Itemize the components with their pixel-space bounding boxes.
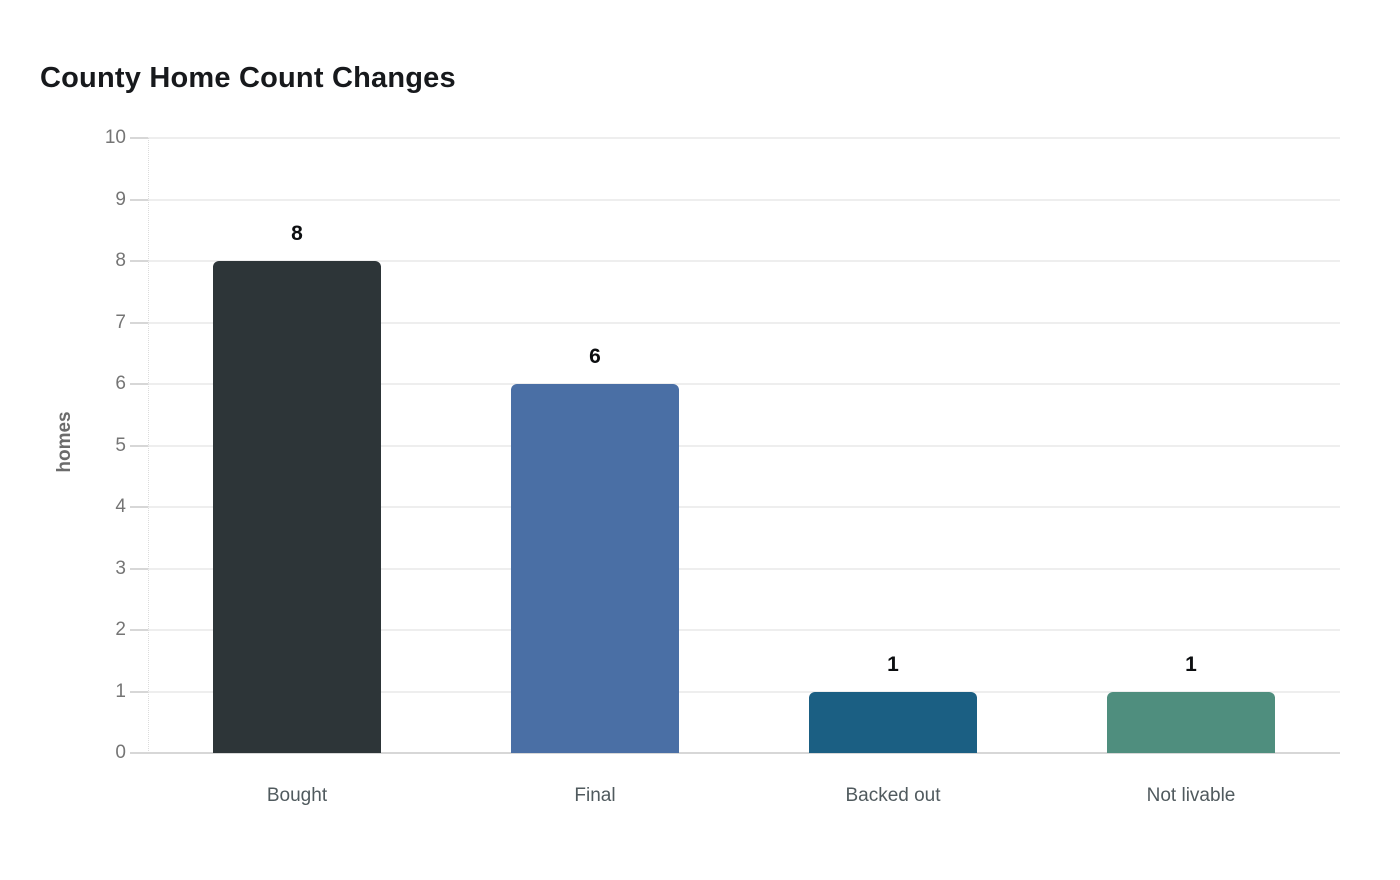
y-tick-1	[130, 690, 148, 693]
x-category-label-not-livable: Not livable	[1146, 785, 1236, 806]
y-tick-label-6: 6	[115, 373, 126, 394]
y-tick-label-1: 1	[115, 680, 126, 702]
gridline-y-6	[148, 383, 1340, 385]
y-tick-0	[130, 752, 148, 754]
bar-backed-out	[809, 691, 977, 753]
x-category-label-bought: Bought	[266, 785, 328, 806]
y-tick-5	[130, 444, 148, 447]
y-tick-label-2: 2	[115, 619, 126, 640]
y-tick-label-0: 0	[115, 742, 126, 763]
value-label-backed-out: 1	[887, 652, 899, 676]
gridline-y-7	[148, 321, 1340, 324]
bar-not-livable	[1107, 691, 1275, 753]
y-tick-2	[130, 629, 148, 631]
gridline-y-9	[148, 198, 1340, 201]
y-tick-label-5: 5	[115, 434, 126, 456]
x-category-label-final: Final	[574, 785, 616, 806]
chart-title: County Home Count Changes	[40, 62, 456, 94]
value-label-not-livable: 1	[1185, 652, 1197, 676]
y-tick-label-3: 3	[115, 557, 126, 579]
bar-final	[511, 384, 679, 753]
y-tick-label-9: 9	[115, 188, 126, 210]
gridline-y-5	[148, 444, 1340, 447]
y-tick-6	[130, 383, 148, 385]
x-category-label-backed-out: Backed out	[845, 785, 941, 806]
gridline-y-8	[148, 260, 1340, 262]
gridline-y-1	[148, 690, 1340, 693]
y-tick-7	[130, 321, 148, 324]
y-tick-8	[130, 260, 148, 262]
y-tick-label-10: 10	[104, 127, 126, 148]
y-tick-4	[130, 506, 148, 508]
y-tick-10	[130, 137, 148, 139]
y-axis-line	[148, 138, 149, 753]
gridline-y-2	[148, 629, 1340, 631]
y-tick-9	[130, 198, 148, 201]
y-tick-label-7: 7	[115, 311, 126, 333]
gridline-y-3	[148, 567, 1340, 570]
gridline-y-4	[148, 506, 1340, 508]
value-label-final: 6	[589, 345, 601, 368]
y-tick-label-8: 8	[115, 250, 126, 271]
value-label-bought: 8	[291, 222, 303, 245]
gridline-y-10	[148, 137, 1340, 139]
y-tick-label-4: 4	[115, 496, 126, 517]
bar-bought	[213, 261, 381, 753]
y-tick-3	[130, 567, 148, 570]
x-axis-line	[148, 752, 1340, 754]
